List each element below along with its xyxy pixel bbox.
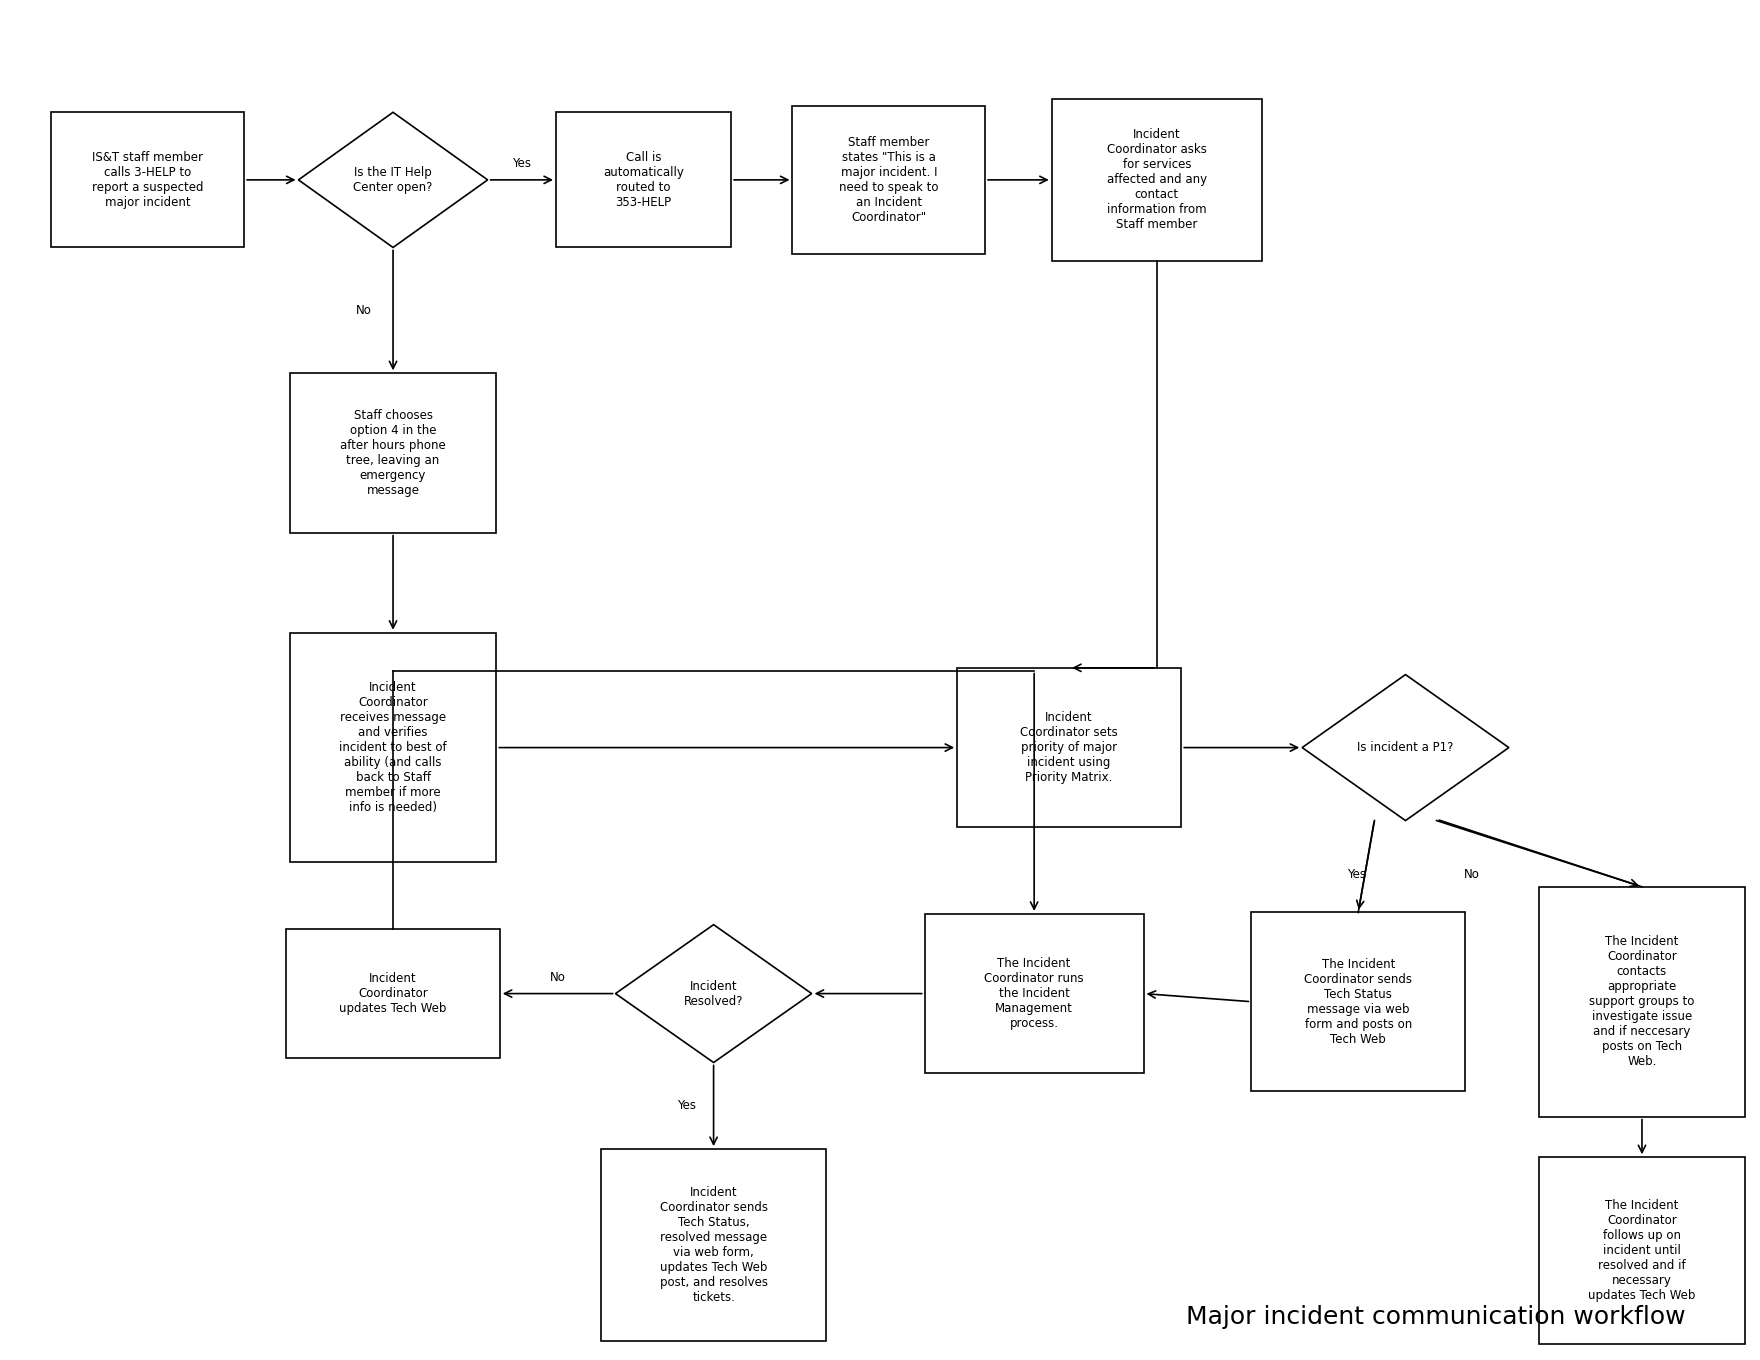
Polygon shape [1302,675,1508,820]
Text: Staff member
states "This is a
major incident. I
need to speak to
an Incident
Co: Staff member states "This is a major inc… [840,136,938,224]
Text: Incident
Coordinator asks
for services
affected and any
contact
information from: Incident Coordinator asks for services a… [1107,128,1207,231]
Text: Is incident a P1?: Is incident a P1? [1357,741,1454,753]
FancyBboxPatch shape [792,106,986,254]
Text: Yes: Yes [512,158,532,170]
Text: No: No [549,971,565,983]
FancyBboxPatch shape [290,373,496,533]
Text: The Incident
Coordinator
follows up on
incident until
resolved and if
necessary
: The Incident Coordinator follows up on i… [1588,1200,1695,1302]
FancyBboxPatch shape [1052,99,1262,261]
Text: Incident
Coordinator
updates Tech Web: Incident Coordinator updates Tech Web [340,972,447,1015]
Text: IS&T staff member
calls 3-HELP to
report a suspected
major incident: IS&T staff member calls 3-HELP to report… [92,151,204,209]
Text: Is the IT Help
Center open?: Is the IT Help Center open? [354,166,433,194]
FancyBboxPatch shape [290,632,496,862]
Text: Yes: Yes [1348,868,1366,881]
Text: The Incident
Coordinator runs
the Incident
Management
process.: The Incident Coordinator runs the Incide… [984,957,1084,1030]
Text: Yes: Yes [678,1099,695,1112]
FancyBboxPatch shape [1538,1157,1746,1344]
FancyBboxPatch shape [602,1149,825,1341]
Polygon shape [299,113,488,248]
FancyBboxPatch shape [287,929,500,1058]
FancyBboxPatch shape [51,113,245,248]
FancyBboxPatch shape [957,668,1181,827]
Text: Incident
Resolved?: Incident Resolved? [685,979,743,1008]
FancyBboxPatch shape [1251,913,1464,1091]
Text: Incident
Coordinator
receives message
and verifies
incident to best of
ability (: Incident Coordinator receives message an… [340,681,447,815]
Text: The Incident
Coordinator sends
Tech Status
message via web
form and posts on
Tec: The Incident Coordinator sends Tech Stat… [1304,957,1412,1046]
Text: No: No [356,303,371,317]
Polygon shape [616,925,811,1062]
Text: No: No [1464,868,1480,881]
Text: Staff chooses
option 4 in the
after hours phone
tree, leaving an
emergency
messa: Staff chooses option 4 in the after hour… [340,409,445,496]
FancyBboxPatch shape [924,914,1144,1073]
Text: Incident
Coordinator sets
priority of major
incident using
Priority Matrix.: Incident Coordinator sets priority of ma… [1021,711,1118,785]
Text: The Incident
Coordinator
contacts
appropriate
support groups to
investigate issu: The Incident Coordinator contacts approp… [1589,936,1695,1068]
Text: Major incident communication workflow: Major incident communication workflow [1186,1304,1686,1329]
FancyBboxPatch shape [556,113,730,248]
Text: Incident
Coordinator sends
Tech Status,
resolved message
via web form,
updates T: Incident Coordinator sends Tech Status, … [660,1186,767,1304]
FancyBboxPatch shape [1538,887,1746,1117]
Text: Call is
automatically
routed to
353-HELP: Call is automatically routed to 353-HELP [604,151,685,209]
